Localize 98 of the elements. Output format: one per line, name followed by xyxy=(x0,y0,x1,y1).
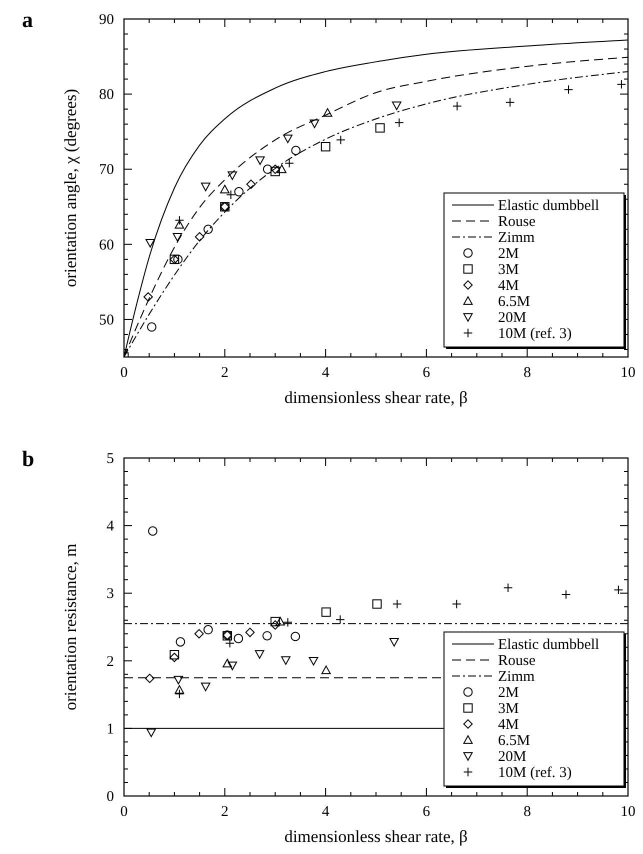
point xyxy=(245,628,255,638)
point xyxy=(222,658,232,668)
y-tick-label: 0 xyxy=(106,789,114,805)
point xyxy=(174,220,184,229)
legend-label: 10M (ref. 3) xyxy=(498,765,572,781)
point xyxy=(145,674,154,684)
y-tick-label: 3 xyxy=(106,586,114,602)
legend-label: 2M xyxy=(498,685,519,701)
point xyxy=(262,631,272,640)
legend-label: 4M xyxy=(498,278,519,294)
point xyxy=(147,322,156,332)
point xyxy=(173,254,183,264)
legend-label: 2M xyxy=(498,246,519,262)
point xyxy=(174,685,184,694)
point xyxy=(146,728,156,738)
legend-label: 3M xyxy=(498,262,519,278)
point xyxy=(170,652,180,662)
y-tick-label: 5 xyxy=(106,451,114,467)
x-tick-label: 0 xyxy=(120,804,128,820)
point xyxy=(276,616,285,626)
point xyxy=(270,166,280,176)
point xyxy=(322,108,332,117)
legend-label: 10M (ref. 3) xyxy=(498,326,572,342)
point xyxy=(254,650,264,659)
x-tick-label: 10 xyxy=(620,365,636,381)
x-tick-label: 4 xyxy=(322,804,330,820)
point xyxy=(172,232,182,242)
point xyxy=(392,102,402,110)
point xyxy=(372,599,382,609)
point xyxy=(228,171,238,180)
legend-label: Rouse xyxy=(498,214,536,230)
point xyxy=(308,656,318,666)
y-axis-title: orientation angle, χ (degrees) xyxy=(61,88,80,288)
chart-title: a xyxy=(22,7,33,32)
point xyxy=(320,142,330,152)
point xyxy=(270,616,280,626)
y-axis-title: orientation resistance, m xyxy=(61,544,80,710)
point xyxy=(255,156,265,165)
point xyxy=(277,164,286,174)
legend-label: Zimm xyxy=(498,669,535,685)
point xyxy=(220,184,230,194)
y-tick-label: 60 xyxy=(99,237,114,254)
x-tick-label: 2 xyxy=(221,365,229,381)
legend-label: Elastic dumbbell xyxy=(498,198,600,214)
legend-label: Rouse xyxy=(498,653,536,669)
y-tick-label: 90 xyxy=(99,12,114,28)
point xyxy=(281,656,290,665)
legend-label: 4M xyxy=(498,717,519,733)
x-tick-label: 4 xyxy=(322,365,330,381)
x-tick-label: 2 xyxy=(221,804,229,820)
point xyxy=(170,650,180,660)
legend-label: 6.5M xyxy=(498,294,530,310)
point xyxy=(143,292,153,302)
y-tick-label: 50 xyxy=(99,312,114,328)
point xyxy=(310,120,320,128)
point xyxy=(283,134,292,144)
chart-title: b xyxy=(22,446,34,471)
point xyxy=(174,676,184,684)
point xyxy=(321,607,331,617)
point xyxy=(262,164,272,174)
point xyxy=(203,625,213,634)
point xyxy=(176,637,186,647)
point xyxy=(234,187,244,196)
y-tick-label: 1 xyxy=(106,721,114,738)
point xyxy=(234,634,244,644)
legend-label: Elastic dumbbell xyxy=(498,637,600,653)
y-tick-label: 70 xyxy=(99,162,114,178)
y-tick-label: 4 xyxy=(106,518,114,535)
point xyxy=(200,182,210,192)
legend-label: 6.5M xyxy=(498,733,530,749)
point xyxy=(194,629,204,638)
point xyxy=(228,662,238,670)
point xyxy=(270,620,280,630)
point xyxy=(148,526,158,536)
point xyxy=(246,180,256,189)
point xyxy=(291,146,301,156)
point xyxy=(194,232,204,242)
point xyxy=(146,238,155,248)
x-tick-label: 8 xyxy=(523,804,531,820)
x-tick-label: 6 xyxy=(422,804,431,820)
x-axis-title: dimensionless shear rate, β xyxy=(284,827,468,846)
point xyxy=(290,632,300,642)
x-tick-label: 0 xyxy=(120,365,128,381)
x-tick-label: 10 xyxy=(620,804,636,820)
point xyxy=(375,123,385,133)
x-tick-label: 6 xyxy=(422,365,431,381)
legend-label: 20M xyxy=(498,749,526,765)
y-tick-label: 2 xyxy=(106,654,114,670)
x-axis-title: dimensionless shear rate, β xyxy=(284,388,468,407)
legend-label: 20M xyxy=(498,310,526,326)
legend-label: 3M xyxy=(498,701,519,717)
point xyxy=(321,666,331,674)
point xyxy=(200,682,210,692)
legend-label: Zimm xyxy=(498,230,535,246)
point xyxy=(389,638,399,647)
y-tick-label: 80 xyxy=(99,87,114,104)
x-tick-label: 8 xyxy=(523,365,531,381)
point xyxy=(203,224,213,234)
